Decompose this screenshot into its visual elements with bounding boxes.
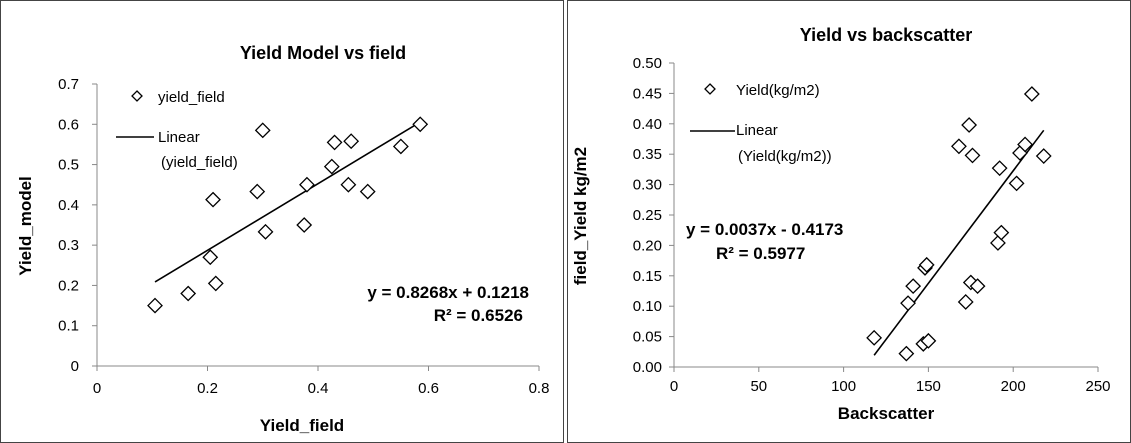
y-tick-label: 0 bbox=[71, 358, 79, 375]
legend-diamond-icon bbox=[704, 83, 716, 95]
y-tick-label: 0.45 bbox=[633, 85, 662, 102]
x-tick-label: 0 bbox=[93, 380, 101, 397]
y-tick-label: 0.40 bbox=[633, 116, 662, 133]
data-point bbox=[957, 294, 974, 310]
data-point bbox=[1017, 136, 1033, 153]
data-point bbox=[920, 332, 937, 349]
y-tick-label: 0.35 bbox=[633, 146, 662, 163]
data-point bbox=[323, 158, 340, 175]
y-tick-label: 0.10 bbox=[633, 298, 662, 315]
x-tick-label: 0.6 bbox=[418, 380, 439, 397]
legend-line-label-1: Linear bbox=[158, 129, 200, 146]
x-tick-label: 50 bbox=[750, 378, 767, 395]
x-tick-label: 0.8 bbox=[529, 380, 550, 397]
data-point bbox=[1008, 175, 1025, 192]
data-point bbox=[207, 275, 224, 292]
y-tick-label: 0.5 bbox=[58, 157, 79, 174]
x-tick-label: 100 bbox=[831, 378, 856, 395]
data-point bbox=[969, 278, 986, 295]
y-tick-label: 0.2 bbox=[58, 277, 79, 294]
y-tick-label: 0.3 bbox=[58, 237, 79, 254]
data-point bbox=[951, 138, 967, 155]
y-tick-label: 0.4 bbox=[58, 197, 79, 214]
x-tick-label: 250 bbox=[1085, 378, 1110, 395]
data-point bbox=[202, 249, 219, 266]
x-tick-label: 0.2 bbox=[197, 380, 218, 397]
trendline-equation: y = 0.0037x - 0.4173 bbox=[686, 220, 843, 239]
chart-panel-yield-model: Yield Model vs field Yield_field Yield_m… bbox=[0, 0, 564, 443]
x-tick-label: 0.4 bbox=[308, 380, 329, 397]
x-axis-label: Yield_field bbox=[260, 416, 344, 435]
data-point bbox=[866, 329, 883, 346]
y-axis-label: Yield_model bbox=[16, 176, 35, 276]
chart-title: Yield Model vs field bbox=[240, 43, 406, 63]
legend-marker-label: Yield(kg/m2) bbox=[736, 82, 820, 99]
data-point bbox=[898, 345, 915, 362]
y-tick-label: 0.7 bbox=[58, 76, 79, 93]
data-point bbox=[1035, 148, 1052, 164]
legend-line-label-2: (yield_field) bbox=[161, 154, 238, 171]
data-point bbox=[964, 147, 981, 164]
data-point bbox=[257, 223, 274, 240]
r-squared-label: R² = 0.6526 bbox=[434, 306, 523, 325]
r-squared-label: R² = 0.5977 bbox=[716, 244, 805, 263]
data-point bbox=[180, 285, 197, 302]
y-tick-label: 0.20 bbox=[633, 237, 662, 254]
y-tick-label: 0.15 bbox=[633, 268, 662, 285]
data-point bbox=[249, 183, 266, 200]
legend-marker-label: yield_field bbox=[158, 89, 225, 106]
y-tick-label: 0.50 bbox=[633, 55, 662, 72]
y-tick-label: 0.25 bbox=[633, 207, 662, 224]
data-point bbox=[359, 183, 376, 200]
scatter-chart-yield-model: Yield Model vs field Yield_field Yield_m… bbox=[16, 43, 550, 435]
data-point bbox=[296, 217, 313, 233]
data-point bbox=[343, 133, 360, 150]
data-point bbox=[147, 297, 163, 314]
y-tick-label: 0.30 bbox=[633, 177, 662, 194]
y-tick-label: 0.6 bbox=[58, 116, 79, 133]
legend-diamond-icon bbox=[131, 90, 143, 102]
y-tick-label: 0.00 bbox=[633, 359, 662, 376]
x-tick-label: 0 bbox=[670, 378, 678, 395]
y-axis-label: field_Yield kg/m2 bbox=[571, 147, 590, 285]
data-point bbox=[412, 116, 429, 133]
x-tick-label: 200 bbox=[1001, 378, 1026, 395]
y-tick-label: 0.1 bbox=[58, 318, 79, 335]
data-point bbox=[918, 256, 935, 273]
trendline bbox=[154, 121, 421, 283]
x-axis-label: Backscatter bbox=[838, 404, 935, 423]
y-tick-label: 0.05 bbox=[633, 329, 662, 346]
scatter-chart-yield-backscatter: Yield vs backscatter Backscatter field_Y… bbox=[571, 25, 1111, 423]
data-point bbox=[900, 295, 916, 312]
data-point bbox=[326, 134, 343, 151]
legend-line-label-1: Linear bbox=[736, 122, 778, 139]
x-tick-label: 150 bbox=[916, 378, 941, 395]
data-point bbox=[991, 160, 1008, 177]
chart-title: Yield vs backscatter bbox=[800, 25, 972, 45]
chart-panel-yield-backscatter: Yield vs backscatter Backscatter field_Y… bbox=[567, 0, 1131, 443]
trendline bbox=[873, 129, 1045, 356]
data-point bbox=[392, 138, 409, 155]
data-point bbox=[205, 191, 221, 208]
data-point bbox=[1023, 86, 1040, 102]
data-point bbox=[993, 224, 1010, 241]
data-point bbox=[961, 117, 978, 133]
trendline-equation: y = 0.8268x + 0.1218 bbox=[367, 283, 529, 302]
data-point bbox=[340, 176, 357, 193]
legend-line-label-2: (Yield(kg/m2)) bbox=[738, 148, 832, 165]
data-point bbox=[905, 278, 922, 295]
data-point bbox=[254, 122, 271, 139]
data-point bbox=[299, 176, 315, 193]
